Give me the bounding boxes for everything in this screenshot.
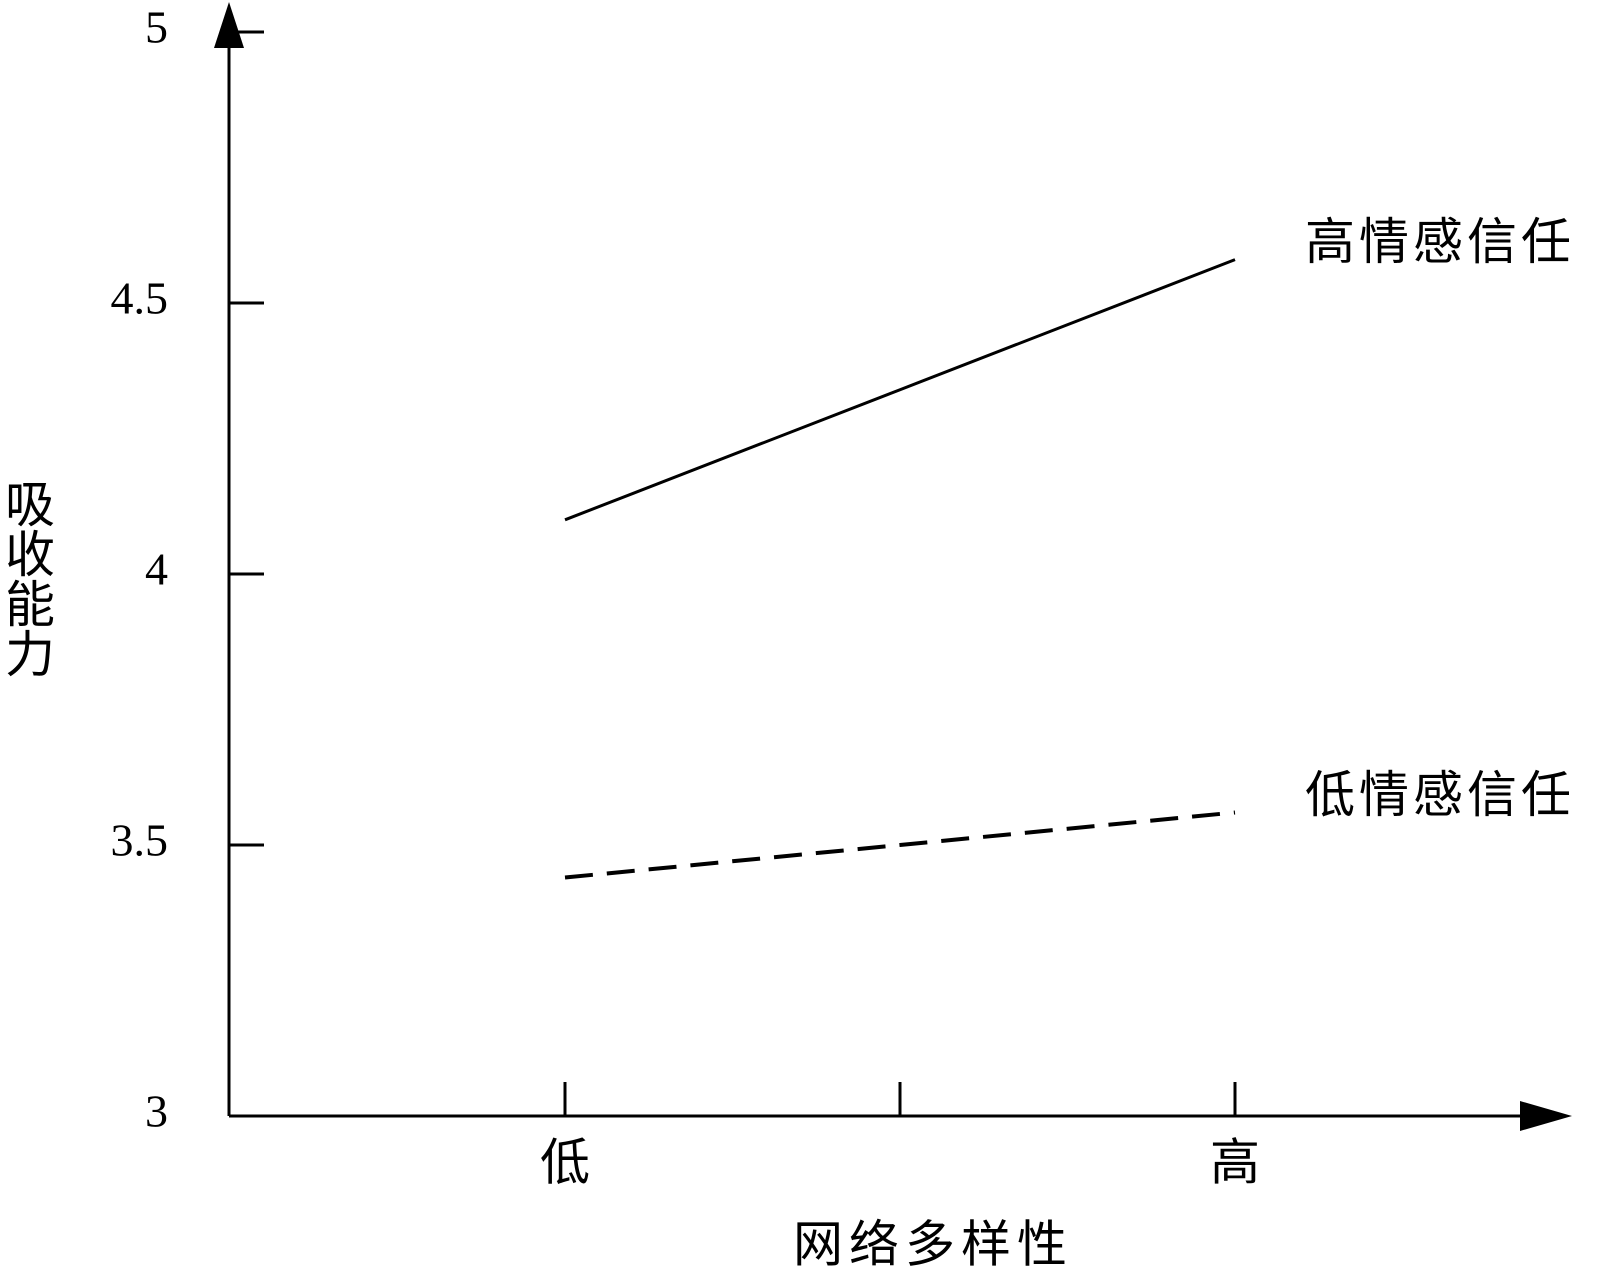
- y-tick-label: 5: [145, 2, 168, 53]
- x-tick-label: 高: [1210, 1134, 1260, 1190]
- series-label: 低情感信任: [1305, 767, 1575, 823]
- x-axis-arrow: [1520, 1101, 1572, 1131]
- series-label: 高情感信任: [1305, 214, 1575, 270]
- y-axis-arrow: [214, 2, 244, 48]
- x-axis-label: 网络多样性: [793, 1216, 1073, 1272]
- y-tick-label: 3: [145, 1086, 168, 1137]
- y-tick-label: 4: [145, 544, 168, 595]
- y-axis-label: 吸收能力: [0, 478, 54, 678]
- series-line: [564, 258, 1236, 522]
- series-line: [564, 810, 1236, 880]
- y-tick-label: 3.5: [111, 815, 169, 866]
- x-tick-label: 低: [540, 1134, 590, 1190]
- y-tick-label: 4.5: [111, 273, 169, 324]
